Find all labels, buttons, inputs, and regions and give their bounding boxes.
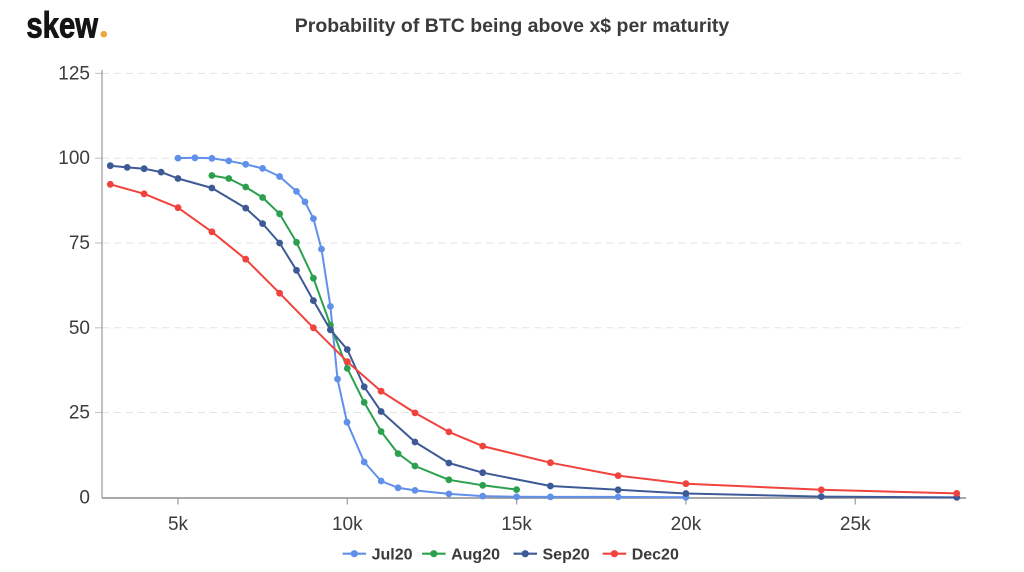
svg-text:75: 75 [69, 233, 90, 254]
svg-text:Aug20: Aug20 [451, 546, 500, 563]
svg-text:15k: 15k [501, 514, 532, 535]
svg-text:50: 50 [69, 318, 90, 339]
svg-text:25: 25 [69, 403, 90, 424]
svg-text:Probability of BTC being above: Probability of BTC being above x$ per ma… [295, 15, 730, 37]
svg-text:skew: skew [26, 5, 98, 46]
svg-text:100: 100 [58, 148, 90, 169]
svg-text:Dec20: Dec20 [632, 546, 679, 563]
svg-text:0: 0 [79, 487, 90, 508]
svg-text:10k: 10k [332, 514, 363, 535]
svg-text:5k: 5k [168, 514, 189, 535]
svg-text:125: 125 [58, 63, 90, 84]
svg-text:25k: 25k [840, 514, 871, 535]
svg-text:Jul20: Jul20 [372, 546, 413, 563]
svg-text:Sep20: Sep20 [543, 546, 590, 563]
svg-text:20k: 20k [671, 514, 702, 535]
